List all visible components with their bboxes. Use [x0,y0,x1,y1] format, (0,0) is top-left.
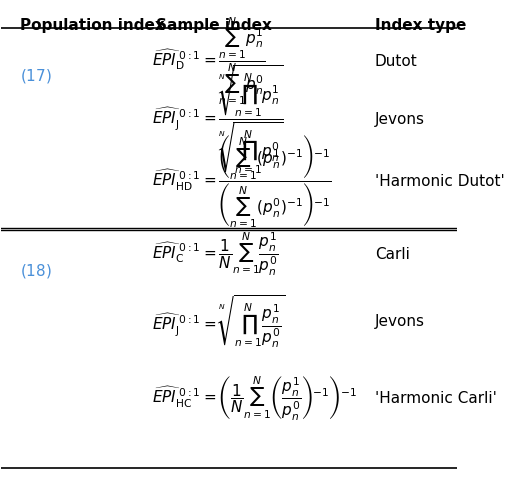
Text: $\widehat{EPI}_{\mathrm{J}}^{\;0:1} = \sqrt[N]{\prod_{n=1}^{N}\dfrac{p_n^1}{p_n^: $\widehat{EPI}_{\mathrm{J}}^{\;0:1} = \s… [152,293,285,350]
Text: 'Harmonic Dutot': 'Harmonic Dutot' [375,174,505,189]
Text: Jevons: Jevons [375,314,425,329]
Text: $\widehat{EPI}_{\mathrm{HC}}^{\;0:1} = \left(\dfrac{1}{N}\sum_{n=1}^{N}\left(\df: $\widehat{EPI}_{\mathrm{HC}}^{\;0:1} = \… [152,375,357,423]
Text: 'Harmonic Carli': 'Harmonic Carli' [375,391,497,406]
Text: Jevons: Jevons [375,112,425,127]
Text: Dutot: Dutot [375,54,417,69]
Text: $\widehat{EPI}_{\mathrm{D}}^{\;0:1} = \dfrac{\sum_{n=1}^{N} p_n^1}{\sum_{n=1}^{N: $\widehat{EPI}_{\mathrm{D}}^{\;0:1} = \d… [152,15,265,107]
Text: $(17)$: $(17)$ [20,67,52,85]
Text: Index type: Index type [375,18,466,33]
Text: Population index: Population index [20,18,165,33]
Text: Carli: Carli [375,246,410,261]
Text: $\widehat{EPI}_{\mathrm{HD}}^{\;0:1} = \dfrac{\left(\sum_{n=1}^{N}(p_n^1)^{-1}\r: $\widehat{EPI}_{\mathrm{HD}}^{\;0:1} = \… [152,134,331,230]
Text: $\widehat{EPI}_{\mathrm{C}}^{\;0:1} = \dfrac{1}{N}\sum_{n=1}^{N}\dfrac{p_n^1}{p_: $\widehat{EPI}_{\mathrm{C}}^{\;0:1} = \d… [152,230,278,278]
Text: $(18)$: $(18)$ [20,262,52,280]
Text: Sample index: Sample index [156,18,272,33]
Text: $\widehat{EPI}_{\mathrm{J}}^{\;0:1} = \dfrac{\sqrt[N]{\prod_{n=1}^{N} p_n^1}}{\s: $\widehat{EPI}_{\mathrm{J}}^{\;0:1} = \d… [152,63,283,175]
